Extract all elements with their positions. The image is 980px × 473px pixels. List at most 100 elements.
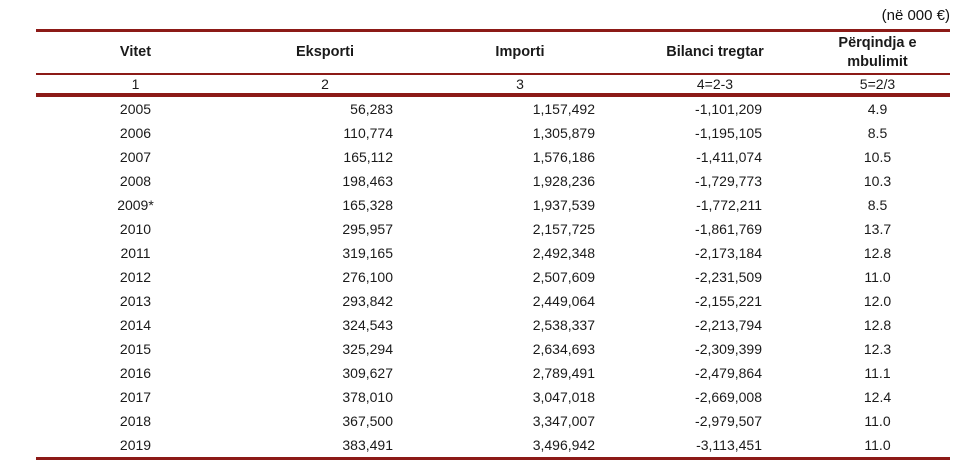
- year-cell: 2010: [119, 221, 152, 238]
- bilanci-cell: -1,195,105: [695, 125, 762, 142]
- column-header-vitet: Vitet: [36, 30, 235, 76]
- importi-cell: 2,789,491: [532, 365, 595, 382]
- bilanci-cell: -1,772,211: [696, 197, 762, 214]
- bilanci-cell: -2,231,509: [695, 269, 762, 286]
- year-cell: 2005: [119, 101, 152, 118]
- perqindja-cell: 4.9: [867, 101, 888, 118]
- perqindja-cell: 12.8: [863, 245, 892, 262]
- table-row: 2016 309,627 2,789,491 -2,479,864 11.1: [36, 361, 950, 385]
- importi-cell: 1,928,236: [532, 173, 595, 190]
- bilanci-cell: -3,113,451: [696, 437, 762, 454]
- perqindja-cell: 8.5: [867, 197, 888, 214]
- document-page: (në 000 €) Vitet Eksporti Importi Bilanc…: [36, 7, 950, 461]
- column-code-vitet: 1: [36, 74, 235, 98]
- perqindja-cell: 11.0: [864, 413, 891, 430]
- eksporti-cell: 325,294: [342, 341, 393, 358]
- year-cell: 2017: [119, 389, 152, 406]
- year-cell: 2016: [119, 365, 152, 382]
- year-cell: 2014: [119, 317, 152, 334]
- column-code-perqindja: 5=2/3: [805, 74, 950, 98]
- perqindja-cell: 12.4: [863, 389, 892, 406]
- perqindja-cell: 13.7: [863, 221, 892, 238]
- year-cell: 2015: [119, 341, 152, 358]
- bilanci-cell: -2,669,008: [695, 389, 762, 406]
- year-cell: 2011: [120, 245, 151, 262]
- table-row: 2009* 165,328 1,937,539 -1,772,211 8.5: [36, 193, 950, 217]
- column-number-row: 1 2 3 4=2-3 5=2/3: [36, 74, 950, 98]
- perqindja-cell: 8.5: [867, 125, 888, 142]
- perqindja-cell: 10.3: [863, 173, 892, 190]
- table-row: 2006 110,774 1,305,879 -1,195,105 8.5: [36, 121, 950, 145]
- perqindja-cell: 12.0: [863, 293, 892, 310]
- eksporti-cell: 293,842: [342, 293, 393, 310]
- perqindja-cell: 12.3: [863, 341, 892, 358]
- eksporti-cell: 198,463: [342, 173, 393, 190]
- perqindja-cell: 11.0: [864, 437, 891, 454]
- eksporti-cell: 367,500: [342, 413, 393, 430]
- table-header-row: Vitet Eksporti Importi Bilanci tregtar P…: [36, 30, 950, 76]
- bilanci-cell: -1,729,773: [695, 173, 762, 190]
- importi-cell: 2,507,609: [532, 269, 595, 286]
- year-cell: 2012: [119, 269, 152, 286]
- eksporti-cell: 276,100: [342, 269, 393, 286]
- bilanci-cell: -2,979,507: [695, 413, 762, 430]
- eksporti-cell: 383,491: [342, 437, 393, 454]
- bilanci-cell: -2,479,864: [695, 365, 762, 382]
- year-cell: 2008: [119, 173, 152, 190]
- table-row: 2010 295,957 2,157,725 -1,861,769 13.7: [36, 217, 950, 241]
- column-header-importi: Importi: [415, 30, 625, 76]
- unit-note: (në 000 €): [881, 7, 950, 24]
- column-code-importi: 3: [415, 74, 625, 98]
- table-row: 2015 325,294 2,634,693 -2,309,399 12.3: [36, 337, 950, 361]
- importi-cell: 1,576,186: [532, 149, 595, 166]
- eksporti-cell: 324,543: [342, 317, 393, 334]
- trade-balance-table: Vitet Eksporti Importi Bilanci tregtar P…: [36, 29, 950, 461]
- eksporti-cell: 319,165: [342, 245, 393, 262]
- table-row: 2018 367,500 3,347,007 -2,979,507 11.0: [36, 409, 950, 433]
- column-header-bilanci: Bilanci tregtar: [625, 30, 805, 76]
- column-header-eksporti: Eksporti: [235, 30, 415, 76]
- table-row: 2013 293,842 2,449,064 -2,155,221 12.0: [36, 289, 950, 313]
- column-code-bilanci: 4=2-3: [625, 74, 805, 98]
- bilanci-cell: -1,861,769: [695, 221, 762, 238]
- importi-cell: 3,047,018: [532, 389, 595, 406]
- eksporti-cell: 165,328: [342, 197, 393, 214]
- table-row: 2005 56,283 1,157,492 -1,101,209 4.9: [36, 95, 950, 121]
- perqindja-cell: 10.5: [863, 149, 892, 166]
- bilanci-cell: -2,155,221: [695, 293, 762, 310]
- eksporti-cell: 378,010: [342, 389, 393, 406]
- importi-cell: 3,347,007: [532, 413, 595, 430]
- table-row: 2017 378,010 3,047,018 -2,669,008 12.4: [36, 385, 950, 409]
- year-cell: 2018: [119, 413, 152, 430]
- year-cell: 2009*: [117, 197, 154, 214]
- year-cell: 2019: [119, 437, 152, 454]
- eksporti-cell: 295,957: [342, 221, 393, 238]
- column-code-eksporti: 2: [235, 74, 415, 98]
- importi-cell: 1,937,539: [532, 197, 595, 214]
- table-row: 2011 319,165 2,492,348 -2,173,184 12.8: [36, 241, 950, 265]
- table-row: 2008 198,463 1,928,236 -1,729,773 10.3: [36, 169, 950, 193]
- table-row: 2019 383,491 3,496,942 -3,113,451 11.0: [36, 433, 950, 459]
- perqindja-cell: 11.1: [864, 365, 891, 382]
- year-cell: 2013: [119, 293, 152, 310]
- bilanci-cell: -2,213,794: [695, 317, 762, 334]
- bilanci-cell: -1,411,074: [696, 149, 762, 166]
- importi-cell: 2,538,337: [532, 317, 595, 334]
- bilanci-cell: -1,101,209: [695, 101, 762, 118]
- importi-cell: 3,496,942: [532, 437, 595, 454]
- perqindja-cell: 12.8: [863, 317, 892, 334]
- eksporti-cell: 56,283: [350, 101, 393, 118]
- table-row: 2014 324,543 2,538,337 -2,213,794 12.8: [36, 313, 950, 337]
- year-cell: 2006: [119, 125, 152, 142]
- importi-cell: 1,305,879: [532, 125, 595, 142]
- importi-cell: 2,449,064: [532, 293, 595, 310]
- column-header-perqindja: Përqindja e mbulimit: [805, 30, 950, 76]
- eksporti-cell: 165,112: [343, 149, 393, 166]
- eksporti-cell: 110,774: [343, 125, 393, 142]
- importi-cell: 2,157,725: [532, 221, 595, 238]
- importi-cell: 2,634,693: [532, 341, 595, 358]
- bilanci-cell: -2,309,399: [695, 341, 762, 358]
- bilanci-cell: -2,173,184: [695, 245, 762, 262]
- year-cell: 2007: [119, 149, 152, 166]
- eksporti-cell: 309,627: [342, 365, 393, 382]
